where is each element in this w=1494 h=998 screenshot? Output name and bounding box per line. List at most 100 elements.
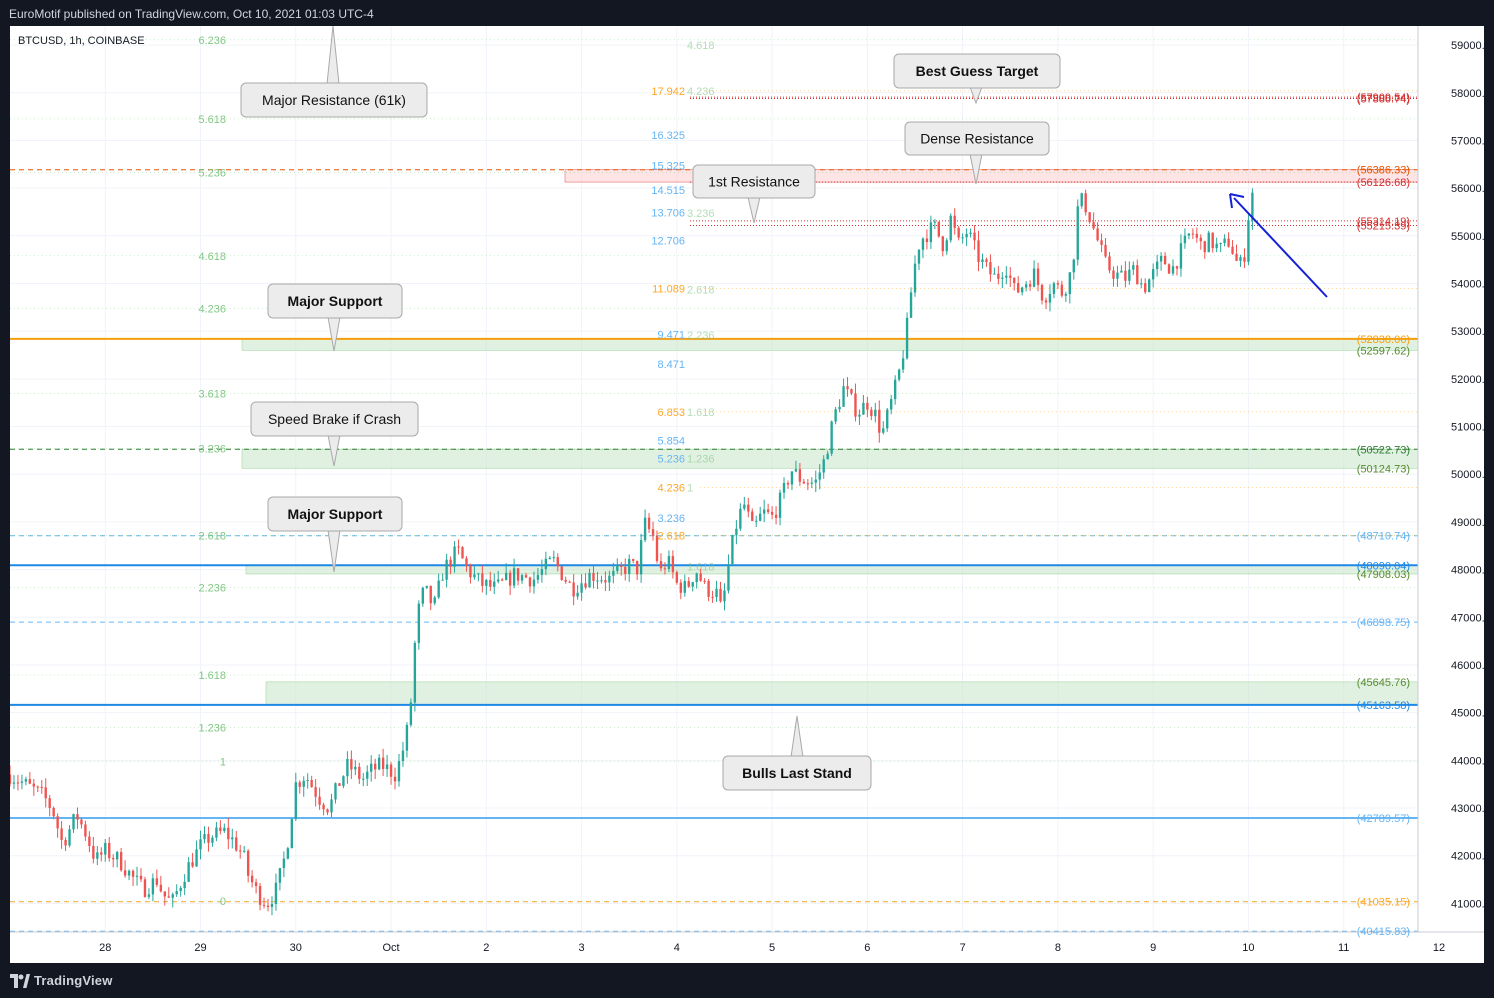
candle-body bbox=[88, 836, 91, 847]
candle-body bbox=[314, 787, 317, 797]
candle-body bbox=[969, 232, 972, 234]
candle-body bbox=[48, 798, 51, 808]
candle-body bbox=[104, 842, 107, 855]
candle-body bbox=[905, 317, 909, 359]
candle-body bbox=[810, 482, 813, 484]
callout-text: Bulls Last Stand bbox=[742, 765, 852, 781]
levels-layer bbox=[10, 96, 1418, 932]
candle-body bbox=[635, 560, 639, 575]
candle-body bbox=[266, 905, 270, 907]
candle-body bbox=[469, 565, 472, 578]
candle-body bbox=[790, 471, 794, 485]
candle-body bbox=[532, 579, 536, 587]
candle-body bbox=[1024, 284, 1028, 288]
candle-body bbox=[1231, 246, 1234, 254]
candle-body bbox=[123, 870, 127, 876]
level-price-label: (52838.06) bbox=[1357, 334, 1410, 346]
footer-brand[interactable]: TradingView bbox=[34, 973, 113, 988]
candle-body bbox=[707, 580, 710, 597]
candle-body bbox=[520, 575, 524, 581]
candle-body bbox=[405, 724, 409, 751]
fib-label: 1.618 bbox=[687, 407, 715, 419]
candle-body bbox=[282, 858, 286, 869]
fib-label: 6.853 bbox=[657, 407, 685, 419]
candle-body bbox=[72, 814, 75, 830]
candle-body bbox=[250, 875, 254, 883]
price-zone bbox=[245, 565, 1419, 575]
fib-label: 2.618 bbox=[198, 530, 226, 542]
grid-layer bbox=[10, 26, 1440, 932]
callout-text: Speed Brake if Crash bbox=[268, 411, 401, 427]
candle-body bbox=[886, 409, 889, 429]
level-price-label: (45645.76) bbox=[1357, 677, 1410, 689]
candle-body bbox=[175, 891, 178, 895]
candle-body bbox=[953, 215, 956, 228]
candle-body bbox=[949, 215, 952, 241]
candle-body bbox=[624, 566, 627, 574]
fib-label: 2.236 bbox=[198, 583, 226, 595]
callout-box bbox=[692, 164, 816, 199]
candle-body bbox=[334, 783, 337, 800]
candle-body bbox=[389, 764, 393, 777]
candle-body bbox=[119, 852, 123, 871]
candle-body bbox=[167, 896, 170, 898]
candle-body bbox=[766, 509, 770, 512]
fib-label: 4.236 bbox=[657, 483, 685, 495]
candle-body bbox=[481, 573, 484, 586]
candle-body bbox=[139, 875, 143, 880]
candle-body bbox=[429, 585, 432, 604]
candle-body bbox=[822, 459, 825, 473]
callout-box bbox=[722, 755, 872, 791]
candle-body bbox=[445, 559, 448, 580]
candle-body bbox=[322, 804, 325, 810]
candle-body bbox=[798, 469, 802, 482]
candle-body bbox=[751, 511, 754, 521]
candle-body bbox=[298, 782, 301, 787]
candle-body bbox=[818, 472, 821, 480]
candle-body bbox=[814, 479, 817, 483]
candle-body bbox=[965, 233, 968, 238]
footer-bar: TradingView bbox=[0, 963, 1494, 998]
candle-body bbox=[691, 582, 694, 587]
fib-label: 5.618 bbox=[198, 114, 226, 126]
candle-body bbox=[778, 492, 782, 518]
candle-body bbox=[937, 221, 941, 237]
fib-label: 4.618 bbox=[198, 251, 226, 263]
candle-body bbox=[219, 827, 222, 831]
candle-body bbox=[1108, 256, 1111, 271]
candle-body bbox=[1183, 235, 1187, 244]
fib-label: 1.236 bbox=[687, 453, 715, 465]
fib-label: 4.618 bbox=[687, 40, 715, 52]
fib-label: 5.236 bbox=[198, 167, 226, 179]
candle-body bbox=[350, 759, 353, 770]
candle-body bbox=[699, 573, 702, 581]
candle-body bbox=[663, 568, 667, 570]
candle-body bbox=[211, 837, 214, 843]
candle-body bbox=[1151, 269, 1155, 280]
candle-body bbox=[437, 580, 440, 598]
candle-body bbox=[604, 580, 607, 583]
level-price-label: (50124.73) bbox=[1357, 463, 1410, 475]
candle-body bbox=[556, 557, 559, 567]
fib-label: 6.236 bbox=[198, 35, 226, 47]
x-tick-label: 10 bbox=[1242, 942, 1254, 954]
level-price-label: (56126.68) bbox=[1357, 177, 1410, 189]
candle-body bbox=[1211, 232, 1214, 249]
candle-body bbox=[1128, 269, 1131, 281]
candle-body bbox=[1001, 277, 1004, 279]
candle-body bbox=[1251, 192, 1254, 221]
price-chart[interactable]: 6.236 5.618 5.236 4.618 4.236 3.618 3.236 2.618… bbox=[10, 26, 1484, 963]
y-tick-label: 52000.00 bbox=[1451, 374, 1484, 386]
candle-body bbox=[913, 263, 917, 293]
candle-body bbox=[1116, 272, 1119, 279]
candle-body bbox=[278, 868, 282, 883]
candle-body bbox=[143, 879, 147, 897]
candle-body bbox=[127, 870, 131, 876]
x-tick-label: 30 bbox=[290, 942, 302, 954]
callout-box bbox=[240, 82, 428, 118]
candle-body bbox=[1163, 255, 1167, 265]
candle-body bbox=[80, 819, 83, 825]
candle-body bbox=[1092, 222, 1095, 229]
candle-body bbox=[1032, 268, 1036, 287]
fib-label: 0 bbox=[220, 896, 226, 908]
